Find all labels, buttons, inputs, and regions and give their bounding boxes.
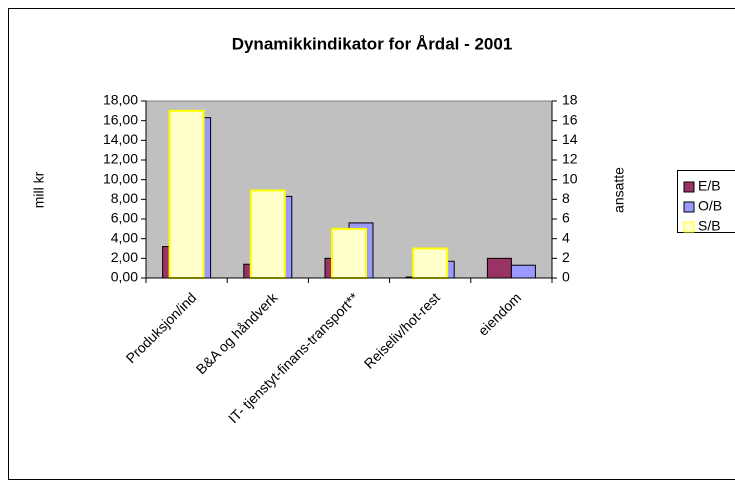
bar bbox=[412, 247, 449, 279]
y2-tick-label: 4 bbox=[562, 229, 570, 245]
bar bbox=[486, 257, 512, 279]
legend-label: S/B bbox=[698, 218, 721, 234]
legend-swatch bbox=[683, 201, 695, 213]
y2-tick-label: 8 bbox=[562, 190, 570, 206]
legend-swatch bbox=[683, 221, 695, 233]
y2-tick-label: 2 bbox=[562, 249, 570, 265]
y2-tick-label: 16 bbox=[562, 111, 578, 127]
y-tick-label: 14,00 bbox=[103, 131, 138, 147]
y-tick-label: 4,00 bbox=[111, 229, 138, 245]
bar bbox=[510, 264, 536, 279]
bar bbox=[331, 227, 367, 279]
y-tick-label: 2,00 bbox=[111, 249, 138, 265]
bar bbox=[249, 189, 286, 280]
y-tick-label: 6,00 bbox=[111, 210, 138, 226]
y-tick-label: 0,00 bbox=[111, 269, 138, 285]
y2-tick-label: 12 bbox=[562, 151, 578, 167]
y2-tick-label: 14 bbox=[562, 131, 578, 147]
legend-label: O/B bbox=[698, 198, 722, 214]
y-axis-label: mill kr bbox=[31, 171, 47, 208]
y-tick-label: 8,00 bbox=[111, 190, 138, 206]
y-tick-label: 10,00 bbox=[103, 170, 138, 186]
y-tick-label: 16,00 bbox=[103, 111, 138, 127]
legend-swatch bbox=[683, 181, 695, 193]
y-tick-label: 18,00 bbox=[103, 92, 138, 108]
chart-title: Dynamikkindikator for Årdal - 2001 bbox=[232, 34, 513, 53]
y-tick-label: 12,00 bbox=[103, 151, 138, 167]
y2-axis-label: ansatte bbox=[611, 167, 627, 213]
bar bbox=[168, 109, 205, 280]
legend-label: E/B bbox=[698, 178, 721, 194]
y2-tick-label: 18 bbox=[562, 92, 578, 108]
y2-tick-label: 6 bbox=[562, 210, 570, 226]
y2-tick-label: 0 bbox=[562, 269, 570, 285]
y2-tick-label: 10 bbox=[562, 170, 578, 186]
